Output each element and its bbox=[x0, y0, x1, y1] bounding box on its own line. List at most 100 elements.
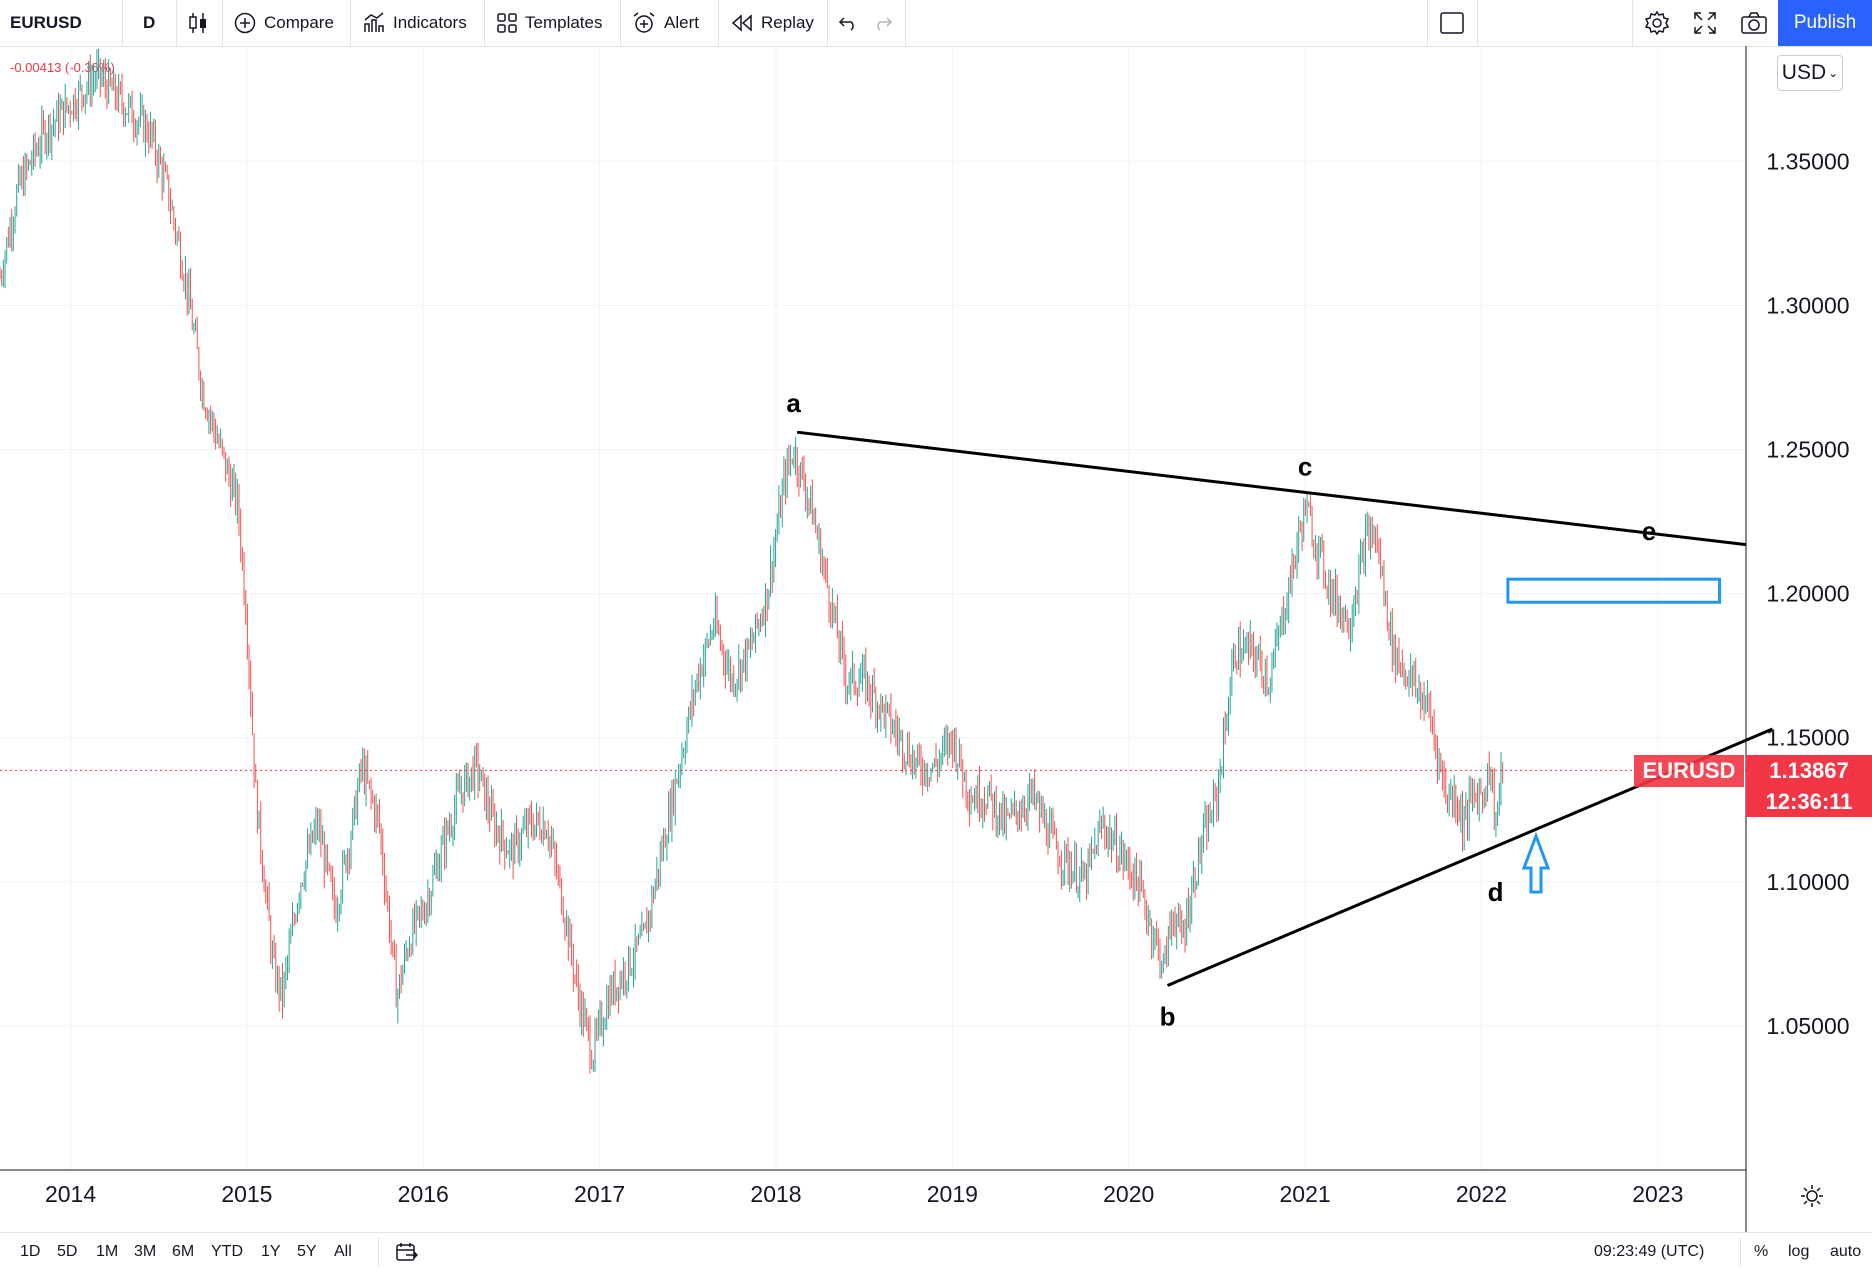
trendline-upper[interactable] bbox=[796, 430, 1747, 547]
candle-series bbox=[0, 48, 1504, 1074]
chart-type-button[interactable] bbox=[188, 0, 216, 46]
range-6m[interactable]: 6M bbox=[172, 1243, 195, 1260]
divider bbox=[1632, 0, 1633, 46]
price-tick: 1.35000 bbox=[1766, 148, 1849, 174]
time-tick: 2017 bbox=[574, 1181, 625, 1207]
divider bbox=[1427, 0, 1428, 46]
last-price-tag: 1.13867 12:36:11 bbox=[1746, 755, 1872, 817]
utc-clock[interactable]: 09:23:49 (UTC) bbox=[1594, 1243, 1705, 1260]
range-ytd[interactable]: YTD bbox=[211, 1243, 243, 1260]
price-tick: 1.30000 bbox=[1766, 292, 1849, 318]
snapshot-button[interactable] bbox=[1740, 0, 1768, 46]
range-1d[interactable]: 1D bbox=[20, 1243, 41, 1260]
wave-label-d[interactable]: d bbox=[1488, 877, 1504, 907]
time-tick: 2021 bbox=[1280, 1181, 1331, 1207]
price-tick: 1.10000 bbox=[1766, 869, 1849, 895]
divider bbox=[718, 0, 719, 46]
undo-button[interactable] bbox=[838, 0, 858, 46]
time-tick: 2023 bbox=[1632, 1181, 1683, 1207]
time-tick: 2015 bbox=[221, 1181, 272, 1207]
settings-button[interactable] bbox=[1644, 0, 1670, 46]
candles-icon bbox=[188, 12, 208, 34]
wave-label-c[interactable]: c bbox=[1298, 452, 1312, 482]
replay-button[interactable]: Replay bbox=[731, 0, 814, 46]
price-tick: 1.25000 bbox=[1766, 436, 1849, 462]
interval-label: D bbox=[143, 13, 156, 32]
time-tick: 2020 bbox=[1103, 1181, 1154, 1207]
range-1y[interactable]: 1Y bbox=[261, 1243, 281, 1260]
bottom-toolbar: 1D 5D 1M 3M 6M YTD 1Y 5Y All 09:23:49 (UTC) % lo… bbox=[0, 1232, 1872, 1271]
replay-label: Replay bbox=[761, 13, 814, 32]
divider bbox=[222, 0, 223, 46]
range-1m[interactable]: 1M bbox=[96, 1243, 119, 1260]
price-tick: 1.05000 bbox=[1766, 1013, 1849, 1039]
square-icon bbox=[1440, 12, 1464, 34]
publish-button[interactable]: Publish bbox=[1778, 0, 1872, 46]
price-tick: 1.15000 bbox=[1766, 725, 1849, 751]
calendar-arrow-icon bbox=[396, 1243, 419, 1266]
plus-circle-icon bbox=[234, 12, 256, 34]
last-price-value: 1.13867 bbox=[1769, 758, 1849, 783]
sun-gear-icon bbox=[1800, 1185, 1824, 1212]
time-tick: 2014 bbox=[45, 1181, 96, 1207]
log-toggle[interactable]: log bbox=[1788, 1243, 1810, 1260]
time-tick: 2016 bbox=[398, 1181, 449, 1207]
templates-button[interactable]: Templates bbox=[497, 0, 602, 46]
symbol-price-tag: EURUSD bbox=[1634, 755, 1744, 787]
undo-icon bbox=[838, 15, 858, 31]
currency-select[interactable]: USD ⌄ bbox=[1777, 55, 1843, 91]
redo-button[interactable] bbox=[873, 0, 893, 46]
divider bbox=[1477, 0, 1478, 46]
indicators-icon bbox=[363, 12, 385, 34]
goto-date-button[interactable] bbox=[396, 1242, 419, 1267]
alert-label: Alert bbox=[664, 13, 699, 32]
indicators-label: Indicators bbox=[393, 13, 467, 32]
time-tick: 2019 bbox=[927, 1181, 978, 1207]
fullscreen-button[interactable] bbox=[1693, 0, 1717, 46]
indicators-button[interactable]: Indicators bbox=[363, 0, 467, 46]
currency-label: USD bbox=[1781, 61, 1827, 84]
range-5y[interactable]: 5Y bbox=[297, 1243, 317, 1260]
rewind-icon bbox=[731, 14, 753, 32]
layout-button[interactable] bbox=[1440, 0, 1464, 46]
alert-button[interactable]: Alert bbox=[632, 0, 699, 46]
wave-label-e[interactable]: e bbox=[1642, 516, 1656, 546]
gear-icon bbox=[1644, 10, 1670, 36]
up-arrow-icon bbox=[1521, 831, 1551, 894]
compare-label: Compare bbox=[264, 13, 334, 32]
time-tick: 2018 bbox=[750, 1181, 801, 1207]
symbol-name: EURUSD bbox=[10, 13, 82, 32]
symbol-search[interactable]: EURUSD bbox=[10, 0, 82, 46]
divider bbox=[350, 0, 351, 46]
wave-labels: a b c d e bbox=[786, 388, 1656, 1031]
bar-countdown: 12:36:11 bbox=[1765, 789, 1853, 814]
camera-icon bbox=[1740, 11, 1768, 35]
percent-toggle[interactable]: % bbox=[1754, 1243, 1769, 1260]
price-tick: 1.20000 bbox=[1766, 581, 1849, 607]
templates-label: Templates bbox=[525, 13, 603, 32]
time-axis[interactable]: 2014 2015 2016 2017 2018 2019 2020 2021 2022 2023 bbox=[45, 1181, 1683, 1207]
price-chart[interactable]: a b c d e 1.05000 1.10000 1.15000 1.20000 1.2500… bbox=[0, 46, 1872, 1232]
divider bbox=[122, 0, 123, 46]
axis-settings-button[interactable] bbox=[1800, 1184, 1824, 1213]
divider bbox=[378, 1237, 379, 1267]
time-tick: 2022 bbox=[1456, 1181, 1507, 1207]
wave-label-a[interactable]: a bbox=[786, 388, 801, 418]
fullscreen-icon bbox=[1693, 11, 1717, 35]
auto-toggle[interactable]: auto bbox=[1830, 1243, 1862, 1260]
divider bbox=[620, 0, 621, 46]
range-all[interactable]: All bbox=[334, 1243, 352, 1260]
target-zone-box[interactable] bbox=[1506, 577, 1722, 604]
divider bbox=[905, 0, 906, 46]
divider bbox=[1740, 1237, 1741, 1267]
divider bbox=[827, 0, 828, 46]
top-toolbar: EURUSD D Compare Indicators Templates Al… bbox=[0, 0, 1872, 47]
compare-button[interactable]: Compare bbox=[234, 0, 334, 46]
grid-icon bbox=[497, 13, 517, 33]
chevron-down-icon: ⌄ bbox=[1828, 66, 1839, 80]
wave-label-b[interactable]: b bbox=[1160, 1002, 1176, 1032]
price-axis[interactable]: 1.05000 1.10000 1.15000 1.20000 1.25000 1.300… bbox=[1766, 148, 1849, 1039]
range-3m[interactable]: 3M bbox=[134, 1243, 157, 1260]
interval-button[interactable]: D bbox=[143, 0, 155, 46]
range-5d[interactable]: 5D bbox=[57, 1243, 78, 1260]
